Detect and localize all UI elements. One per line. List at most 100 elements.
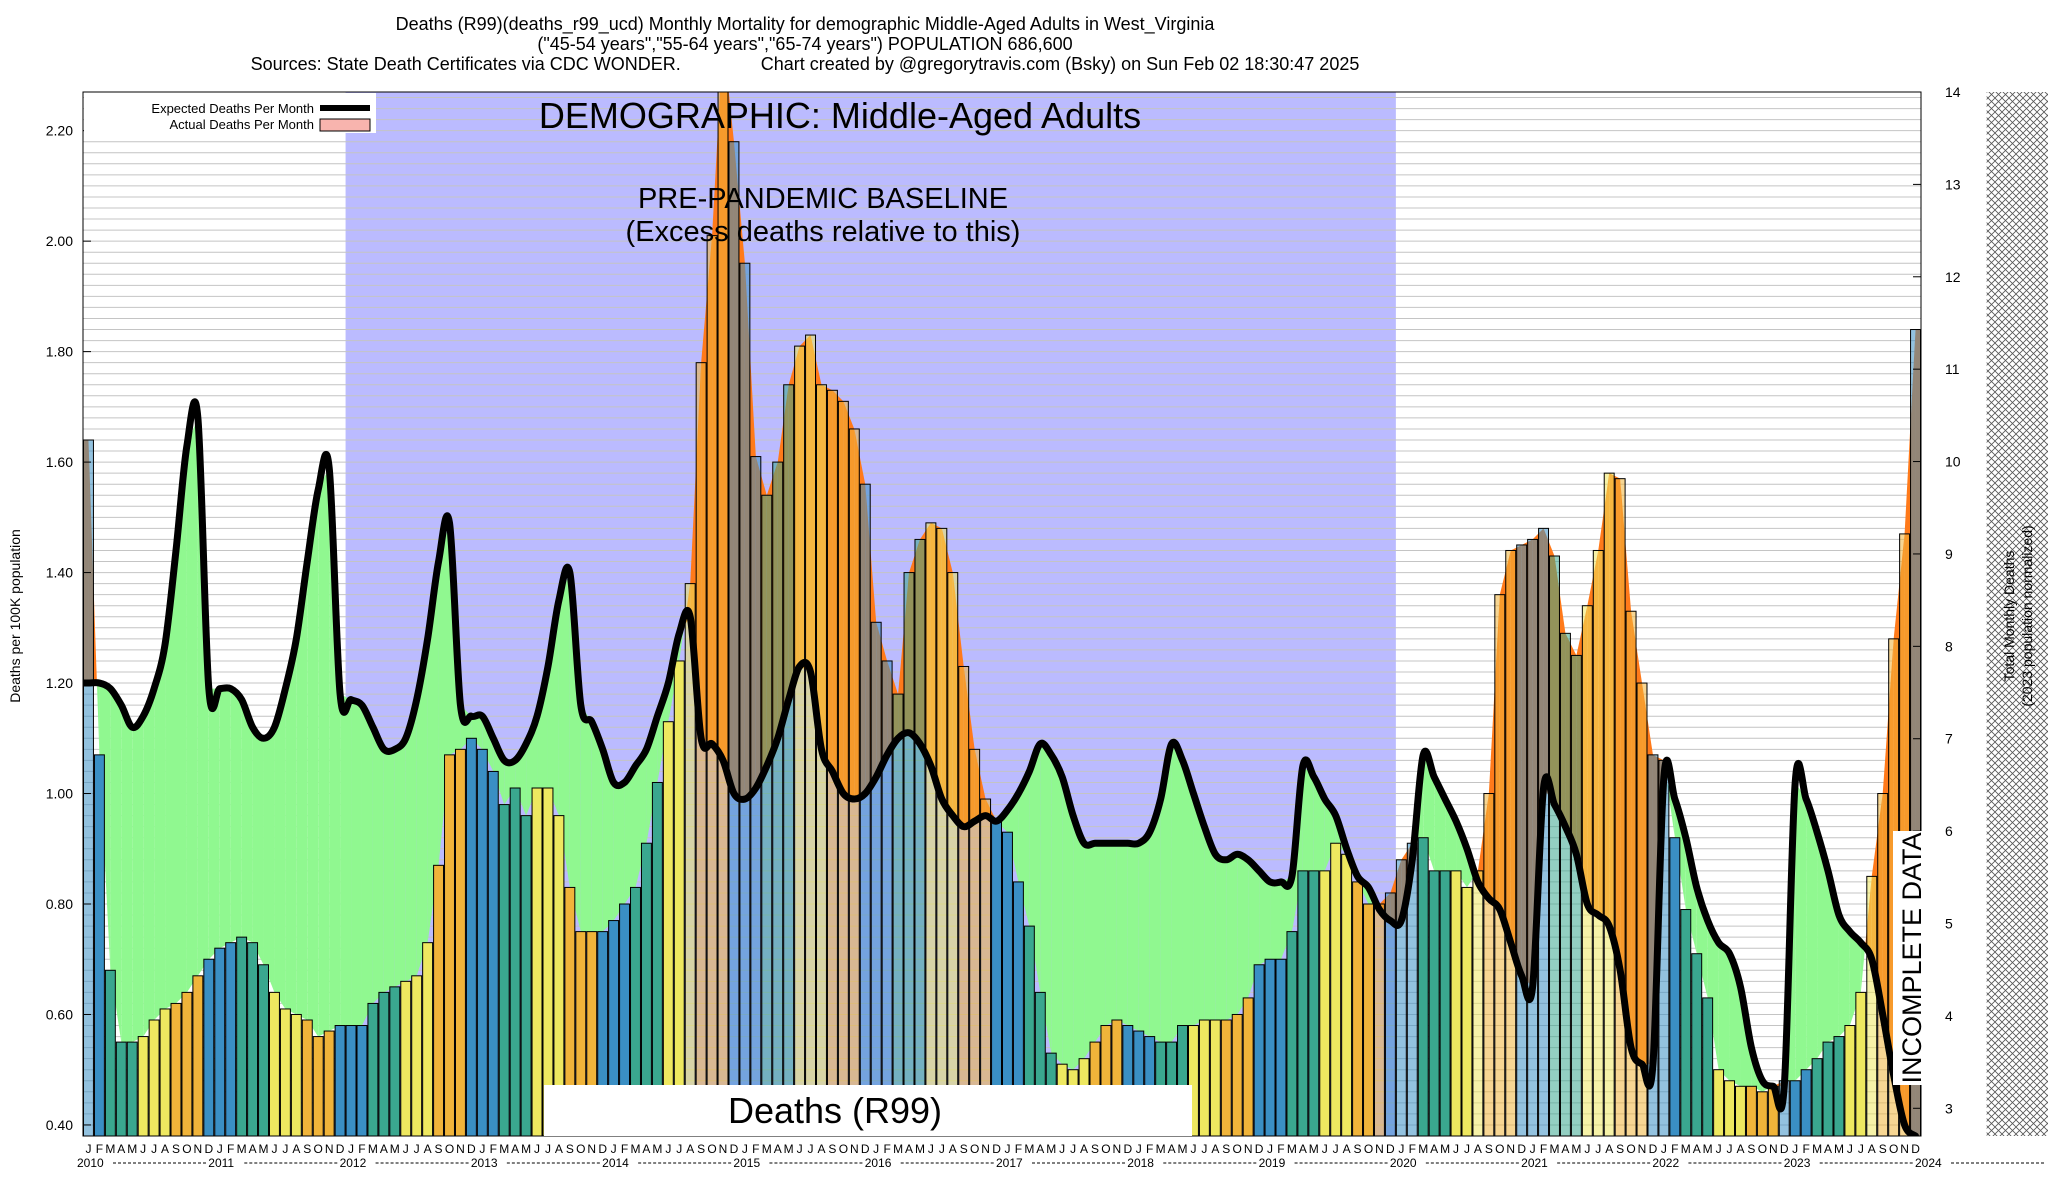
x-month-label: D	[1255, 1142, 1264, 1156]
x-month-label: J	[1453, 1142, 1459, 1156]
actual-deaths-bar	[1756, 1091, 1768, 1136]
deficit-area	[219, 688, 231, 949]
deficit-area	[186, 417, 198, 993]
actual-deaths-bar	[1866, 875, 1878, 1136]
x-month-label: M	[1156, 1142, 1166, 1156]
actual-deaths-bar	[509, 787, 521, 1136]
x-month-label: M	[652, 1142, 662, 1156]
actual-deaths-bar	[958, 665, 970, 1136]
cause-label: Deaths (R99)	[728, 1090, 942, 1131]
x-year-label: 2023	[1784, 1156, 1811, 1170]
y-right-tick-label: 13	[1945, 176, 1961, 192]
actual-deaths-bar	[258, 964, 269, 1136]
actual-deaths-bar	[1308, 870, 1320, 1136]
x-month-label: N	[1900, 1142, 1909, 1156]
y-left-tick-label: 2.00	[46, 233, 73, 249]
actual-deaths-bar	[728, 141, 740, 1136]
x-month-label: J	[348, 1142, 354, 1156]
deficit-area	[110, 688, 122, 1043]
x-month-label: D	[1123, 1142, 1132, 1156]
x-month-label: F	[752, 1142, 759, 1156]
x-month-label: A	[642, 1142, 650, 1156]
x-month-label: J	[403, 1142, 409, 1156]
x-month-label: J	[1727, 1142, 1733, 1156]
actual-deaths-bar	[651, 781, 663, 1136]
actual-deaths-bar	[137, 1036, 149, 1136]
deficit-area	[208, 688, 220, 960]
deficit-area	[1105, 843, 1117, 1026]
x-month-label: M	[1703, 1142, 1713, 1156]
x-month-label: J	[1530, 1142, 1536, 1156]
actual-deaths-bar	[433, 864, 445, 1136]
actual-deaths-bar	[1242, 997, 1254, 1136]
x-month-label: M	[1812, 1142, 1822, 1156]
actual-deaths-bar	[531, 787, 543, 1136]
x-month-label: D	[1386, 1142, 1395, 1156]
deficit-area	[1051, 754, 1063, 1065]
x-month-label: N	[719, 1142, 728, 1156]
actual-deaths-bar	[1691, 953, 1703, 1136]
x-month-label: A	[1430, 1142, 1438, 1156]
actual-deaths-bar	[1822, 1041, 1834, 1136]
cause-label-box	[544, 1085, 1192, 1136]
actual-deaths-bar	[1384, 892, 1396, 1136]
x-month-label: M	[1024, 1142, 1034, 1156]
deficit-area	[1707, 920, 1719, 1070]
x-month-label: A	[117, 1142, 125, 1156]
x-month-label: M	[105, 1142, 115, 1156]
x-month-label: D	[1780, 1142, 1789, 1156]
x-month-label: J	[928, 1142, 934, 1156]
deficit-area	[591, 721, 603, 932]
deficit-area	[405, 699, 417, 982]
x-year-label: 2021	[1521, 1156, 1548, 1170]
x-month-label: M	[1571, 1142, 1581, 1156]
legend-expected-label: Expected Deaths Per Month	[151, 101, 314, 116]
deficit-area	[624, 765, 636, 904]
x-year-label: 2018	[1127, 1156, 1154, 1170]
deficit-area	[504, 760, 516, 805]
deficit-area	[351, 699, 362, 1026]
x-month-label: O	[1758, 1142, 1767, 1156]
actual-deaths-bar	[1472, 870, 1484, 1136]
actual-deaths-bar	[1505, 549, 1517, 1136]
x-month-label: A	[1343, 1142, 1351, 1156]
x-month-label: S	[172, 1142, 180, 1156]
y-right-tick-label: 4	[1945, 1008, 1953, 1024]
x-month-label: S	[1879, 1142, 1887, 1156]
x-month-label: J	[808, 1142, 814, 1156]
x-month-label: M	[259, 1142, 269, 1156]
chart-subtitle: ("45-54 years","55-64 years","65-74 year…	[537, 34, 1073, 54]
x-month-label: O	[707, 1142, 716, 1156]
actual-deaths-bar	[1002, 831, 1013, 1136]
actual-deaths-bar	[1012, 881, 1024, 1136]
y-right-tick-label: 3	[1945, 1100, 1953, 1116]
actual-deaths-bar	[93, 754, 105, 1136]
x-month-label: M	[1046, 1142, 1056, 1156]
x-month-label: N	[850, 1142, 859, 1156]
actual-deaths-bar	[1428, 870, 1440, 1136]
x-month-label: J	[1201, 1142, 1207, 1156]
x-month-label: J	[1059, 1142, 1065, 1156]
deficit-area	[361, 705, 373, 1026]
x-month-label: A	[1474, 1142, 1482, 1156]
actual-deaths-bar	[706, 235, 718, 1136]
x-month-label: S	[1485, 1142, 1493, 1156]
deficit-area	[613, 782, 625, 921]
x-month-label: O	[1495, 1142, 1504, 1156]
y-axis-left-title: Deaths per 100K population	[7, 529, 23, 703]
actual-deaths-bar	[980, 798, 992, 1136]
x-month-label: J	[1004, 1142, 1010, 1156]
x-month-label: J	[217, 1142, 223, 1156]
deficit-area	[230, 688, 242, 943]
x-month-label: J	[151, 1142, 157, 1156]
x-year-label: 2016	[865, 1156, 892, 1170]
x-year-label: 2024	[1915, 1156, 1942, 1170]
actual-deaths-bar	[684, 583, 696, 1136]
x-month-label: J	[534, 1142, 540, 1156]
actual-deaths-bar	[1789, 1080, 1801, 1136]
actual-deaths-bar	[1570, 654, 1582, 1136]
actual-deaths-bar	[1231, 1013, 1243, 1136]
x-month-label: F	[1802, 1142, 1809, 1156]
y-axis-right-subtitle: (2023 population normalized)	[2019, 525, 2035, 706]
actual-deaths-bar	[1483, 793, 1495, 1136]
